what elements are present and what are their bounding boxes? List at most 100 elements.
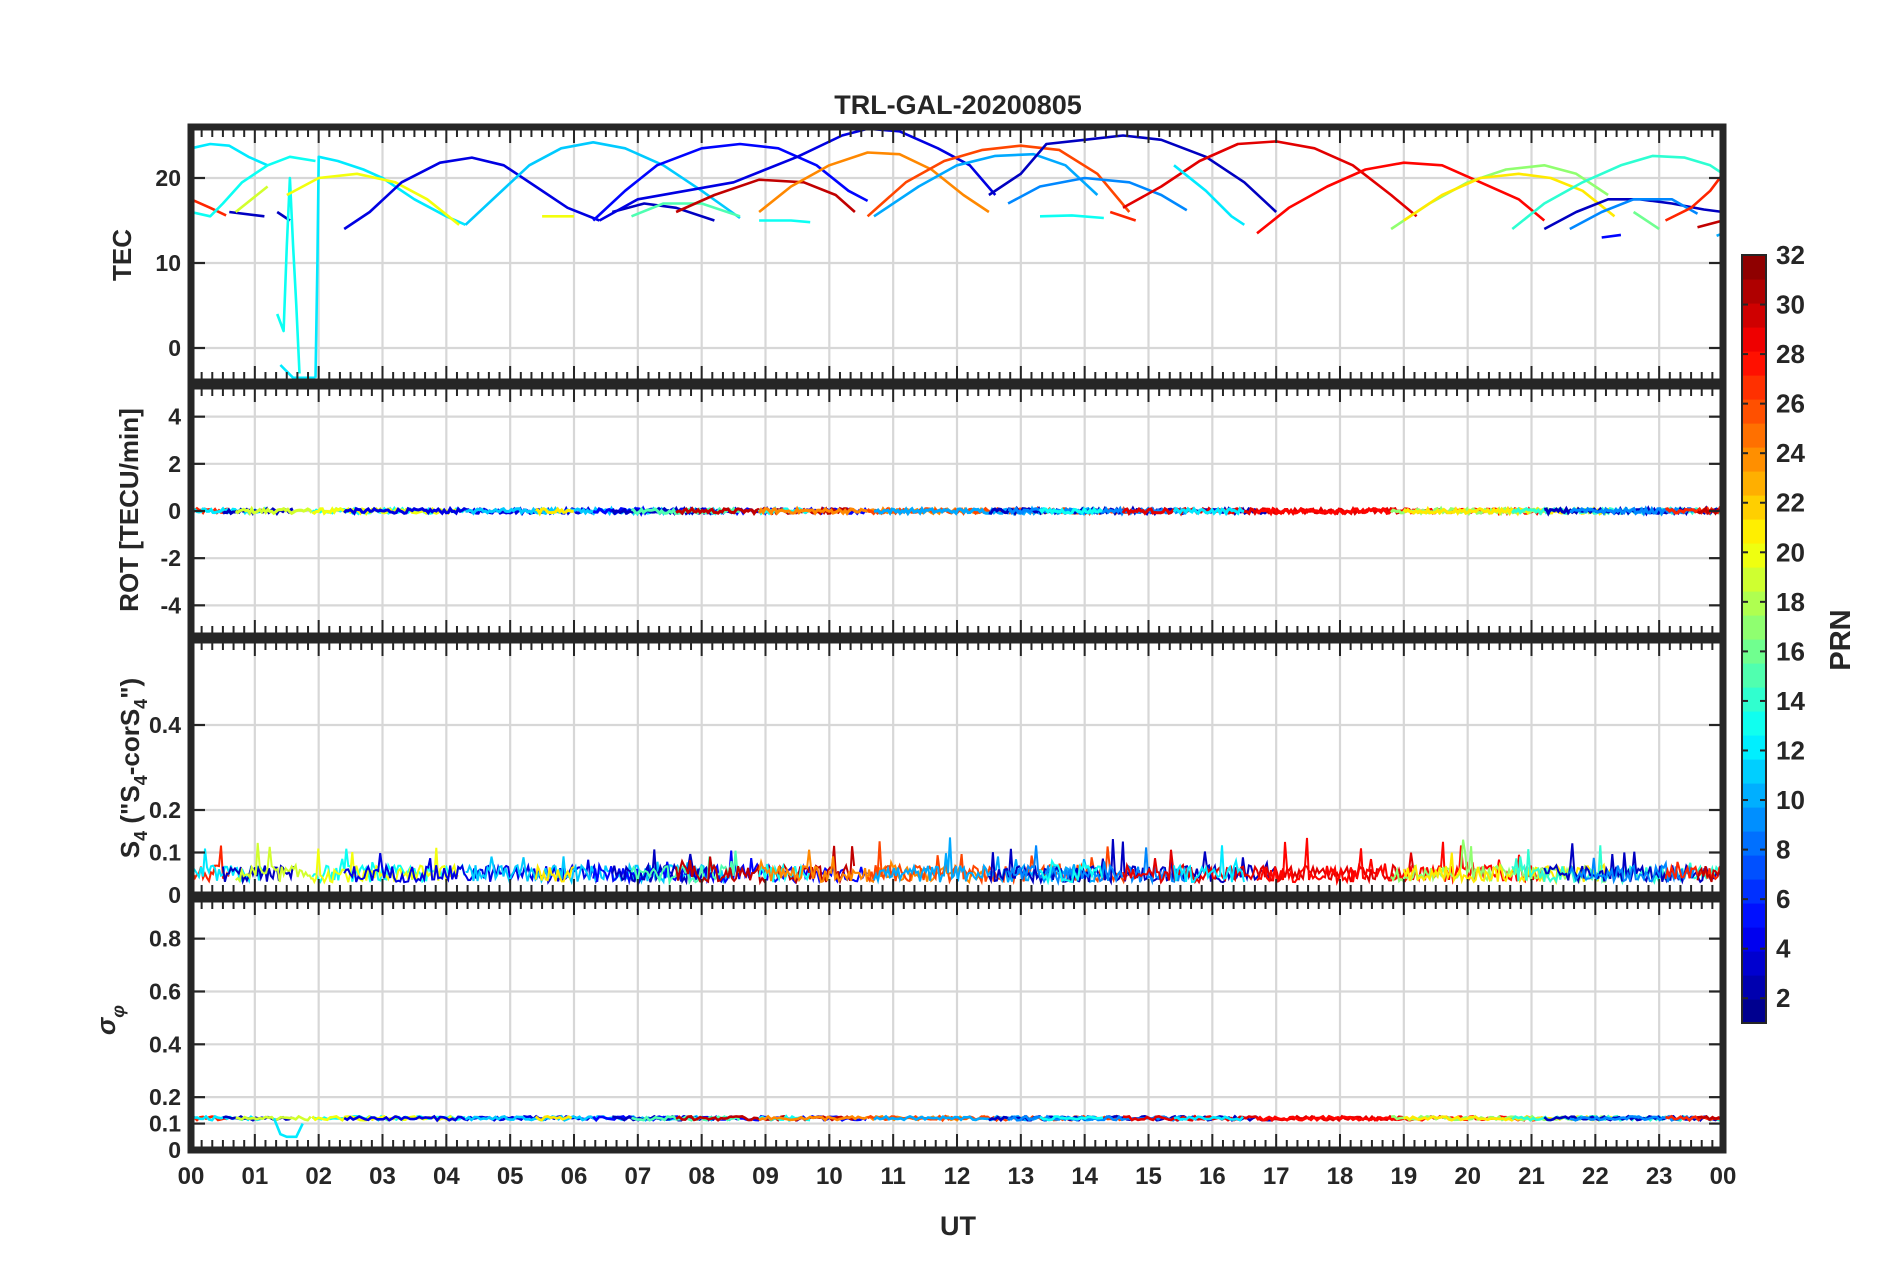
axis-ticks: 0 10 20 bbox=[155, 127, 1723, 382]
colorbar-segment bbox=[1742, 783, 1766, 808]
colorbar-tick-label: 32 bbox=[1776, 240, 1805, 270]
axis-ticks: -4 -2 0 2 4 bbox=[161, 386, 1723, 636]
y-tick-label: 0 bbox=[168, 882, 181, 908]
colorbar-segment bbox=[1742, 999, 1766, 1024]
sigma-line-prn-12 bbox=[1173, 1115, 1244, 1122]
colorbar-segment bbox=[1742, 903, 1766, 928]
colorbar-tick-label: 30 bbox=[1776, 290, 1805, 320]
colorbar-segment bbox=[1742, 471, 1766, 496]
tec-line-prn-9 bbox=[1007, 176, 1188, 212]
y-tick-label: 0.1 bbox=[149, 840, 181, 866]
y-tick-label: 0.4 bbox=[149, 712, 181, 738]
x-tick-label: 09 bbox=[752, 1163, 779, 1190]
tec-line-prn-27 bbox=[1664, 173, 1725, 222]
x-tick-label: 22 bbox=[1582, 1163, 1609, 1190]
s4-line-prn-9 bbox=[1568, 857, 1697, 885]
colorbar-segment bbox=[1742, 327, 1766, 352]
colorbar-label: PRN bbox=[1825, 609, 1857, 670]
colorbar-tick-label: 6 bbox=[1776, 884, 1790, 914]
sigma-dip-prn-12 bbox=[272, 1117, 304, 1139]
y-tick-label: 2 bbox=[168, 451, 181, 477]
x-tick-label: 17 bbox=[1263, 1163, 1290, 1190]
y-tick-label: -4 bbox=[161, 592, 182, 618]
colorbar-segment bbox=[1742, 663, 1766, 688]
series-rot bbox=[190, 505, 1724, 517]
series-sigma bbox=[190, 1114, 1724, 1139]
x-tick-label: 20 bbox=[1454, 1163, 1481, 1190]
series-s4 bbox=[190, 837, 1724, 887]
tec-line-prn-13 bbox=[275, 176, 301, 374]
colorbar-tick-label: 10 bbox=[1776, 785, 1805, 815]
y-tick-label: 4 bbox=[168, 404, 181, 430]
panel-rot: -4 -2 0 2 4 ROT [TECU/min] bbox=[114, 382, 1727, 640]
s4-line-prn-3 bbox=[1543, 843, 1724, 885]
colorbar-segment bbox=[1742, 975, 1766, 1000]
colorbar-frame bbox=[1741, 254, 1767, 1024]
tec-line-prn-13 bbox=[1039, 214, 1104, 220]
tec-line-prn-3 bbox=[988, 134, 1278, 213]
sigma-line-prn-13 bbox=[1039, 1115, 1104, 1122]
tec-line-prn-10 bbox=[873, 152, 1099, 218]
x-tick-label: 05 bbox=[497, 1163, 524, 1190]
tec-line-prn-9 bbox=[1569, 198, 1699, 231]
s4-line-prn-3 bbox=[221, 864, 294, 885]
tec-line-prn-4 bbox=[598, 127, 997, 222]
y-tick-label: 10 bbox=[155, 250, 181, 276]
s4-line-prn-21 bbox=[534, 862, 575, 883]
colorbar-tick-label: 18 bbox=[1776, 587, 1805, 617]
y-tick-label: 0.1 bbox=[149, 1111, 181, 1137]
y-tick-label: 0.6 bbox=[149, 978, 181, 1004]
colorbar-segment bbox=[1742, 615, 1766, 640]
tec-line-prn-12 bbox=[190, 142, 269, 167]
y-tick-label: 0 bbox=[168, 498, 181, 524]
tec-line-prn-13 bbox=[190, 155, 316, 218]
colorbar-tick-label: 22 bbox=[1776, 488, 1805, 518]
x-tick-label: 14 bbox=[1071, 1163, 1098, 1190]
colorbar-segment bbox=[1742, 447, 1766, 472]
tec-line-prn-13 bbox=[759, 219, 811, 224]
tec-line-prn-30 bbox=[1697, 219, 1724, 229]
rot-line-prn-12 bbox=[1172, 506, 1245, 517]
colorbar-segment bbox=[1742, 351, 1766, 376]
tec-line-prn-4 bbox=[343, 156, 600, 231]
y-tick-label: 0.2 bbox=[149, 1084, 181, 1110]
y-tick-label: 0.4 bbox=[149, 1031, 181, 1057]
colorbar-segment bbox=[1742, 735, 1766, 760]
x-tick-label: 02 bbox=[305, 1163, 332, 1190]
x-tick-label: 00 bbox=[178, 1163, 205, 1190]
tec-line-prn-28 bbox=[1256, 161, 1546, 235]
y-axis-label-sigma: σφ bbox=[91, 1005, 128, 1035]
colorbar-tick-label: 12 bbox=[1776, 735, 1805, 765]
x-tick-label: 03 bbox=[369, 1163, 396, 1190]
chart-title: TRL-GAL-20200805 bbox=[834, 90, 1082, 120]
sigma-line-prn-30 bbox=[1697, 1114, 1722, 1122]
tec-line-prn-5 bbox=[592, 142, 869, 222]
s4-line-prn-9 bbox=[1007, 845, 1188, 887]
colorbar-segment bbox=[1742, 375, 1766, 400]
tec-line-prn-30 bbox=[675, 178, 856, 214]
rot-line-prn-21 bbox=[535, 506, 574, 517]
s4-line-prn-21 bbox=[1402, 852, 1615, 886]
x-tick-label: 19 bbox=[1390, 1163, 1417, 1190]
x-tick-label: 12 bbox=[944, 1163, 971, 1190]
y-tick-label: 20 bbox=[155, 165, 181, 191]
tec-line-prn-5 bbox=[1601, 233, 1622, 239]
tec-line-prn-11 bbox=[464, 141, 741, 226]
colorbar-tick-label: 2 bbox=[1776, 983, 1790, 1013]
colorbar-segment bbox=[1742, 495, 1766, 520]
x-tick-label: 08 bbox=[688, 1163, 715, 1190]
x-tick-label: 13 bbox=[1007, 1163, 1034, 1190]
tec-line-prn-27 bbox=[190, 198, 227, 217]
colorbar-tick-label: 26 bbox=[1776, 389, 1805, 419]
colorbar-segment bbox=[1742, 543, 1766, 568]
s4-line-prn-28 bbox=[1256, 837, 1544, 887]
colorbar-segment bbox=[1742, 855, 1766, 880]
s4-line-prn-30 bbox=[1696, 866, 1723, 883]
x-tick-label: 07 bbox=[624, 1163, 651, 1190]
rot-line-prn-19 bbox=[234, 505, 313, 516]
s4-line-prn-19 bbox=[235, 842, 313, 884]
colorbar-segment bbox=[1742, 759, 1766, 784]
y-tick-label: 0 bbox=[168, 335, 181, 361]
y-axis-label-rot: ROT [TECU/min] bbox=[114, 408, 144, 612]
